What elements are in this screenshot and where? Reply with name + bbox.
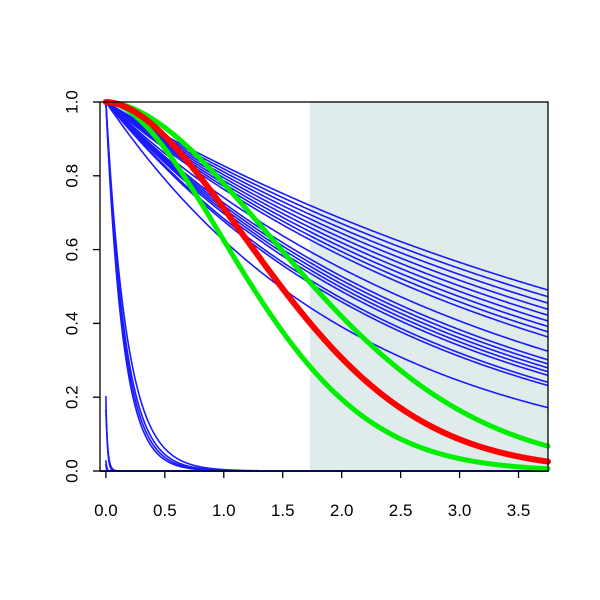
plot-frame [99,101,549,472]
blue-curve-16 [105,101,549,384]
y-axis: 0.0 0.2 0.4 0.6 0.8 1.0 [63,90,100,483]
shaded-region [309,102,548,471]
blue-curve-15 [105,101,549,377]
green-curve-10 [103,99,551,449]
x-tick-label: 2.0 [330,501,354,520]
red-curve [102,99,551,465]
blue-curve-8 [105,101,549,333]
x-tick-label: 3.0 [448,501,472,520]
blue-curve-family [105,101,549,409]
x-tick-label: 3.5 [507,501,531,520]
blue-curve-3 [105,101,549,304]
y-tick-label: 0.2 [63,385,82,409]
x-tick-label: 1.0 [212,501,236,520]
blue-curve-2 [105,101,549,298]
blue-curve-14 [105,101,549,373]
y-tick-label: 0.8 [63,164,82,188]
blue-curve-9 [105,101,549,338]
x-tick-label: 0.0 [94,501,118,520]
y-tick-label: 0.4 [63,312,82,336]
y-tick-label: 0.0 [63,459,82,483]
blue-curve-1 [105,101,549,291]
green-curve-11 [103,99,551,472]
x-tick-label: 2.5 [389,501,413,520]
y-tick-label: 1.0 [63,90,82,114]
y-tick-label: 0.6 [63,238,82,262]
x-tick-label: 0.5 [153,501,177,520]
shaded-region-layer [309,102,548,471]
x-axis: 0.0 0.5 1.0 1.5 2.0 2.5 3.0 3.5 [94,471,530,520]
x-tick-label: 1.5 [271,501,295,520]
blue-curve-18 [105,101,549,409]
plot-border [99,101,549,472]
blue-curve-17 [105,101,549,387]
